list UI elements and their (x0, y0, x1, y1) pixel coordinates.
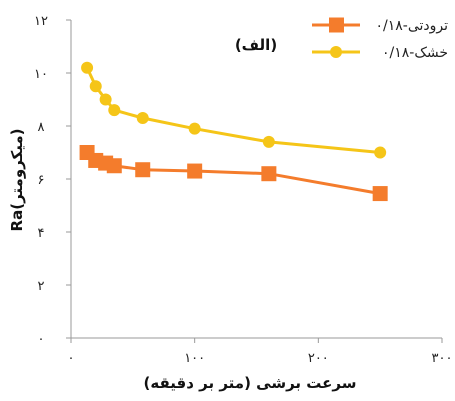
x-tick-label: ۲۰۰ (308, 351, 329, 366)
legend-item: ترودتی-۰/۱۸ (312, 18, 448, 35)
chart-title: (الف) (235, 36, 277, 54)
data-point (135, 162, 150, 177)
data-point (107, 158, 122, 173)
series-layer (80, 62, 388, 201)
y-tick-label: ۱۲ (34, 14, 48, 29)
y-tick-label: ۰ (38, 332, 45, 347)
legend-label: خشک-۰/۱۸ (382, 45, 448, 61)
y-tick-label: ۸ (38, 120, 45, 135)
data-point (189, 123, 201, 135)
x-tick-label: ۳۰۰ (432, 351, 453, 366)
axes: ۰ ۲ ۴ ۶ ۸ ۱۰ ۱۲ ۰ ۱۰۰ ۲۰۰ ۳۰۰ (34, 14, 452, 366)
data-point (374, 147, 386, 159)
data-point (108, 104, 120, 116)
data-point (187, 164, 202, 179)
y-tick-label: ۴ (38, 226, 45, 241)
legend-marker (330, 46, 342, 58)
data-point (81, 62, 93, 74)
x-axis-label: سرعت برشی (متر بر دقیقه) (144, 374, 357, 392)
legend-marker (329, 18, 344, 33)
y-tick-label: ۱۰ (34, 67, 48, 82)
legend-label: ترودتی-۰/۱۸ (375, 18, 448, 34)
legend-item: خشک-۰/۱۸ (312, 45, 448, 61)
series-1 (80, 145, 388, 201)
x-tick-label: ۱۰۰ (184, 351, 205, 366)
y-tick-label: ۶ (38, 173, 45, 188)
series-line (87, 68, 380, 153)
data-point (100, 94, 112, 106)
y-axis-label: Ra(میکرومتر) (8, 129, 26, 232)
data-point (137, 112, 149, 124)
data-point (263, 136, 275, 148)
data-point (373, 186, 388, 201)
x-tick-label: ۰ (68, 351, 75, 366)
series-line (87, 153, 380, 194)
y-tick-label: ۲ (38, 279, 45, 294)
data-point (261, 166, 276, 181)
series-2 (81, 62, 386, 159)
data-point (90, 80, 102, 92)
legend: ترودتی-۰/۱۸ خشک-۰/۱۸ (312, 18, 448, 62)
